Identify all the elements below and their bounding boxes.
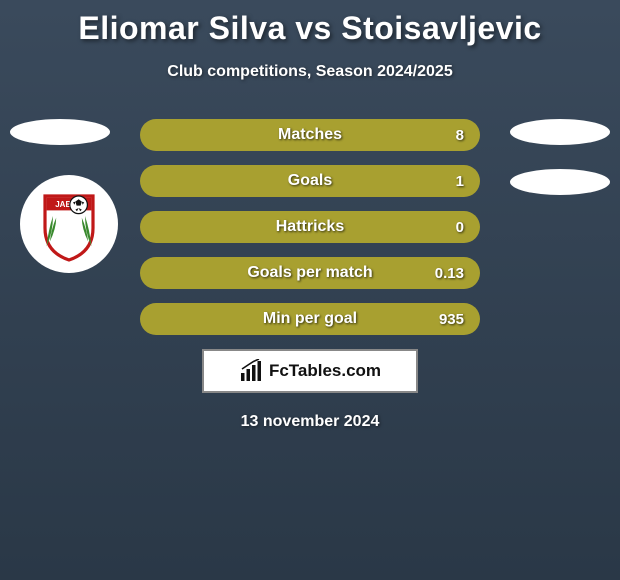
player-blank-ellipse-right-2 [510, 169, 610, 195]
club-logo: JABOP [20, 175, 118, 273]
stat-value: 935 [439, 311, 464, 328]
brand-text: FcTables.com [269, 361, 381, 381]
stat-label: Matches [140, 126, 480, 144]
stat-value: 8 [456, 127, 464, 144]
stat-row: Min per goal 935 [140, 303, 480, 335]
club-logo-icon: JABOP [29, 184, 109, 264]
date-text: 13 november 2024 [0, 413, 620, 431]
brand-box[interactable]: FcTables.com [202, 349, 418, 393]
stat-row: Matches 8 [140, 119, 480, 151]
stat-label: Hattricks [140, 218, 480, 236]
stat-value: 0.13 [435, 265, 464, 282]
stat-row: Goals per match 0.13 [140, 257, 480, 289]
player-blank-ellipse-right-1 [510, 119, 610, 145]
comparison-subtitle: Club competitions, Season 2024/2025 [0, 63, 620, 81]
stat-value: 1 [456, 173, 464, 190]
stat-label: Goals [140, 172, 480, 190]
stat-label: Goals per match [140, 264, 480, 282]
player-blank-ellipse-left [10, 119, 110, 145]
stat-row: Goals 1 [140, 165, 480, 197]
stats-area: JABOP Matches 8 Goals 1 Hattricks 0 Goal… [0, 119, 620, 431]
stat-rows: Matches 8 Goals 1 Hattricks 0 Goals per … [140, 119, 480, 335]
stat-value: 0 [456, 219, 464, 236]
stat-row: Hattricks 0 [140, 211, 480, 243]
comparison-title: Eliomar Silva vs Stoisavljevic [0, 0, 620, 47]
chart-icon [239, 359, 263, 383]
stat-label: Min per goal [140, 310, 480, 328]
